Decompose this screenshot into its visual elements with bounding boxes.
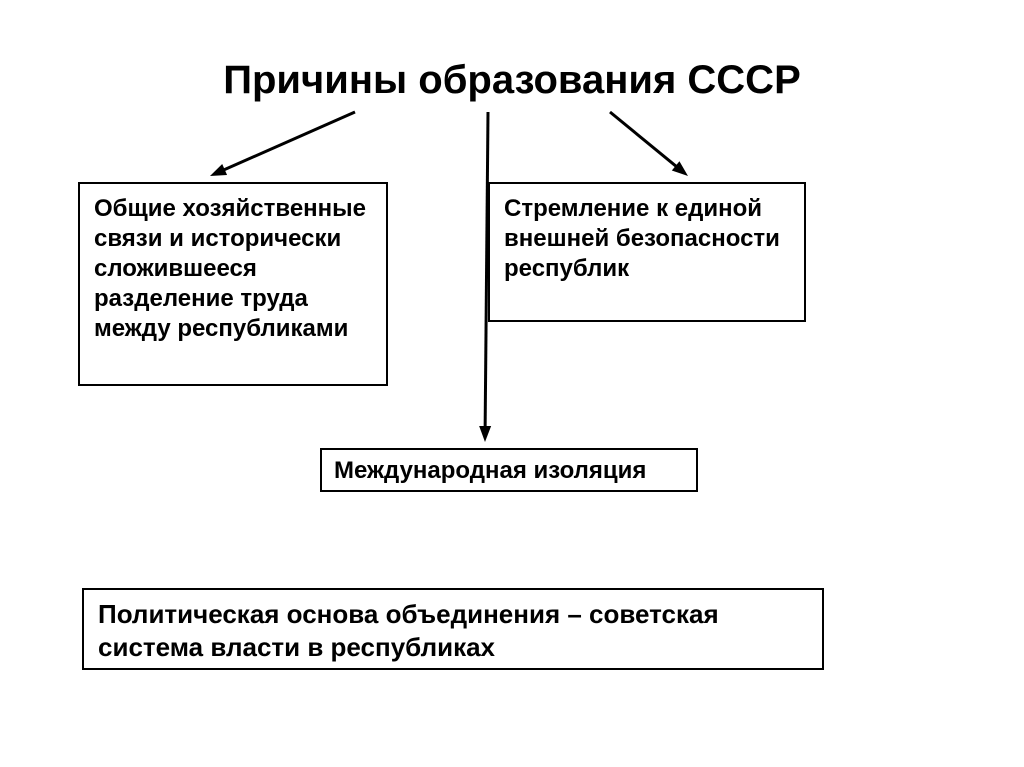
arrows-layer bbox=[0, 0, 1024, 767]
diagram-canvas: Причины образования СССР Общие хозяйстве… bbox=[0, 0, 1024, 767]
arrow-line-0 bbox=[219, 112, 355, 172]
arrow-head-0 bbox=[210, 164, 227, 176]
arrow-line-1 bbox=[485, 112, 488, 432]
arrow-line-2 bbox=[610, 112, 681, 170]
arrow-head-1 bbox=[479, 426, 491, 442]
